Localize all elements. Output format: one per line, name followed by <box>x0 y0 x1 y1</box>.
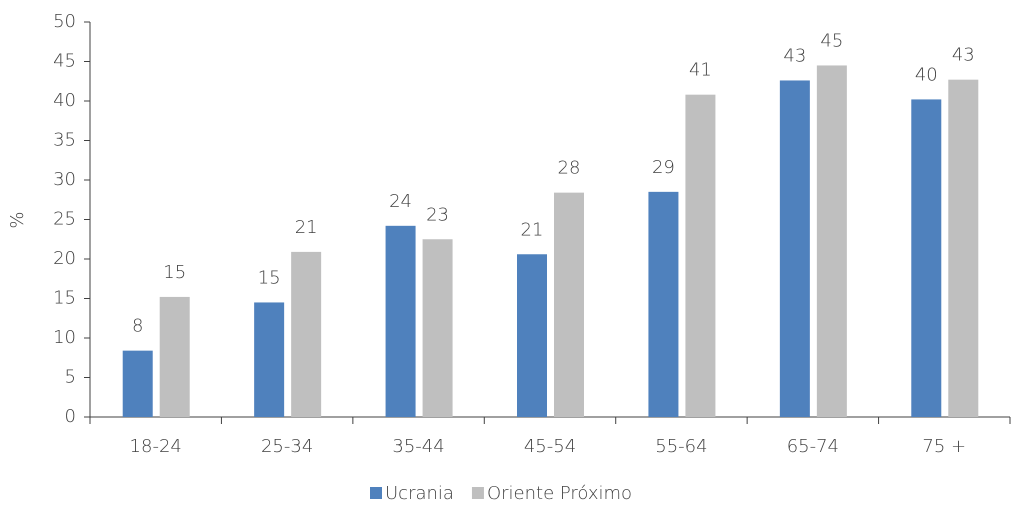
bar <box>159 296 190 417</box>
bar <box>648 191 679 417</box>
bar <box>816 65 847 417</box>
y-tick-label: 50 <box>53 11 76 32</box>
bar <box>948 79 979 418</box>
bar <box>422 239 453 417</box>
y-tick-label: 40 <box>53 90 76 111</box>
bar <box>291 251 322 417</box>
bar <box>385 225 416 417</box>
x-tick-label: 55-64 <box>655 436 707 457</box>
y-tick-label: 35 <box>53 130 76 151</box>
bar <box>122 350 153 417</box>
x-tick-label: 45-54 <box>524 436 576 457</box>
legend-swatch <box>471 487 484 499</box>
value-label: 23 <box>426 204 449 225</box>
value-label: 21 <box>295 217 318 238</box>
value-label: 21 <box>521 219 544 240</box>
value-label: 15 <box>258 267 281 288</box>
legend-label: Ucrania <box>385 483 454 504</box>
value-label: 28 <box>558 158 581 179</box>
y-tick-label: 10 <box>53 327 76 348</box>
value-label: 29 <box>652 157 675 178</box>
x-tick-label: 75 + <box>922 436 966 457</box>
x-tick-label: 18-24 <box>130 436 182 457</box>
bar <box>554 192 584 417</box>
value-label: 43 <box>783 45 806 66</box>
bar <box>779 80 810 418</box>
bar <box>517 254 547 417</box>
value-label: 43 <box>952 45 975 66</box>
bar <box>254 302 285 417</box>
y-tick-label: 30 <box>53 169 76 190</box>
y-tick-label: 5 <box>65 367 76 388</box>
value-label: 15 <box>163 262 186 283</box>
y-tick-label: 45 <box>53 51 76 72</box>
y-tick-label: 20 <box>53 248 76 269</box>
value-label: 41 <box>689 60 712 81</box>
y-tick-label: 0 <box>65 406 76 427</box>
bar <box>685 94 716 418</box>
y-tick-label: 25 <box>53 209 76 230</box>
value-label: 40 <box>915 64 938 85</box>
x-tick-label: 65-74 <box>787 436 839 457</box>
value-label: 45 <box>820 30 843 51</box>
bar <box>911 99 942 418</box>
x-tick-label: 25-34 <box>261 436 313 457</box>
value-label: 8 <box>132 316 143 337</box>
legend-swatch <box>370 487 382 499</box>
y-tick-label: 15 <box>53 288 76 309</box>
y-axis-label: % <box>7 211 28 228</box>
legend-label: Oriente Próximo <box>487 483 632 504</box>
x-tick-label: 35-44 <box>392 436 444 457</box>
value-label: 24 <box>389 191 412 212</box>
